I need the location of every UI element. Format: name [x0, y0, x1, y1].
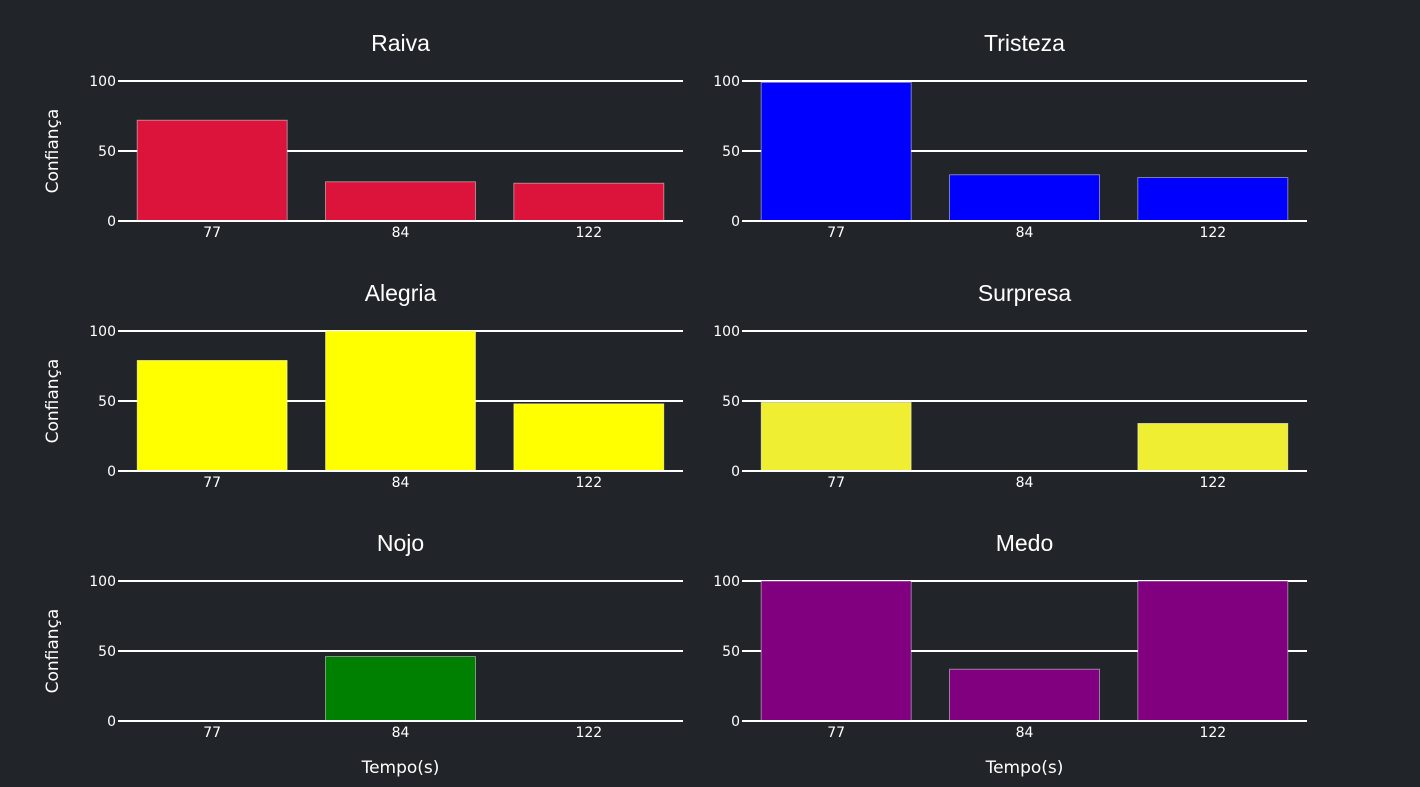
- y-tick-label: 100: [89, 74, 116, 90]
- bar-84: [325, 656, 476, 722]
- bar-84: [325, 181, 476, 222]
- y-tick-label: 100: [89, 574, 116, 590]
- y-axis-label: Confiança: [43, 109, 63, 194]
- y-tick-label: 0: [107, 214, 116, 230]
- bar-122: [1137, 422, 1289, 472]
- x-tick-label: 84: [392, 475, 410, 491]
- bar-77: [760, 401, 912, 472]
- x-tick-label: 122: [575, 225, 602, 241]
- bar-122: [1137, 177, 1289, 222]
- y-tick-label: 50: [722, 394, 740, 410]
- panel-title: Alegria: [365, 280, 437, 306]
- x-tick-label: 77: [203, 725, 221, 741]
- y-tick-label: 50: [722, 644, 740, 660]
- x-tick-label: 84: [392, 225, 410, 241]
- y-tick-label: 50: [98, 394, 116, 410]
- panel-title: Medo: [996, 530, 1054, 556]
- x-tick-label: 122: [1199, 225, 1226, 241]
- x-tick-label: 84: [1016, 725, 1034, 741]
- y-tick-label: 0: [107, 714, 116, 730]
- chart-panel-tristeza: Tristeza 0 50 100 77 84 122: [713, 30, 1307, 241]
- x-tick-label: 122: [1199, 475, 1226, 491]
- y-tick-label: 100: [89, 324, 116, 340]
- bar-77: [760, 82, 912, 222]
- bar-84: [325, 330, 476, 472]
- x-tick-label: 77: [203, 225, 221, 241]
- bar-122: [1137, 580, 1289, 722]
- x-tick-label: 122: [1199, 725, 1226, 741]
- bar-122: [513, 182, 665, 222]
- y-tick-label: 50: [98, 144, 116, 160]
- y-tick-label: 100: [713, 324, 740, 340]
- panel-title: Nojo: [377, 530, 424, 556]
- x-axis-label: Tempo(s): [985, 758, 1064, 778]
- panel-title: Tristeza: [984, 30, 1065, 56]
- chart-panel-medo: Medo 0 50 100 77 84 122 Tempo(s): [713, 530, 1307, 778]
- y-tick-label: 0: [731, 214, 740, 230]
- chart-panel-raiva: Raiva 0 50 100 77 84 122 Confiança: [43, 30, 683, 241]
- bar-77: [136, 119, 288, 222]
- y-tick-label: 100: [713, 574, 740, 590]
- x-tick-label: 77: [827, 225, 845, 241]
- y-tick-label: 0: [107, 464, 116, 480]
- chart-panel-surpresa: Surpresa 0 50 100 77 84 122: [713, 280, 1307, 491]
- panel-title: Surpresa: [978, 280, 1072, 306]
- x-tick-label: 122: [575, 475, 602, 491]
- y-tick-label: 100: [713, 74, 740, 90]
- y-tick-label: 0: [731, 464, 740, 480]
- y-tick-label: 50: [98, 644, 116, 660]
- y-tick-label: 50: [722, 144, 740, 160]
- x-tick-label: 122: [575, 725, 602, 741]
- y-axis-label: Confiança: [43, 359, 63, 444]
- y-tick-label: 0: [731, 714, 740, 730]
- chart-panel-alegria: Alegria 0 50 100 77 84 122 Confiança: [43, 280, 683, 491]
- x-axis-label: Tempo(s): [361, 758, 440, 778]
- x-tick-label: 77: [203, 475, 221, 491]
- chart-panel-nojo: Nojo 0 50 100 77 84 122 Confiança Tempo(s): [43, 530, 683, 778]
- x-tick-label: 77: [827, 725, 845, 741]
- bar-77: [136, 359, 288, 472]
- bar-77: [760, 580, 912, 722]
- x-tick-label: 84: [1016, 475, 1034, 491]
- bar-84: [949, 174, 1100, 222]
- x-tick-label: 77: [827, 475, 845, 491]
- y-axis-label: Confiança: [43, 609, 63, 694]
- x-tick-label: 84: [392, 725, 410, 741]
- bar-122: [513, 403, 665, 472]
- x-tick-label: 84: [1016, 225, 1034, 241]
- panel-title: Raiva: [371, 30, 430, 56]
- bar-84: [949, 668, 1100, 722]
